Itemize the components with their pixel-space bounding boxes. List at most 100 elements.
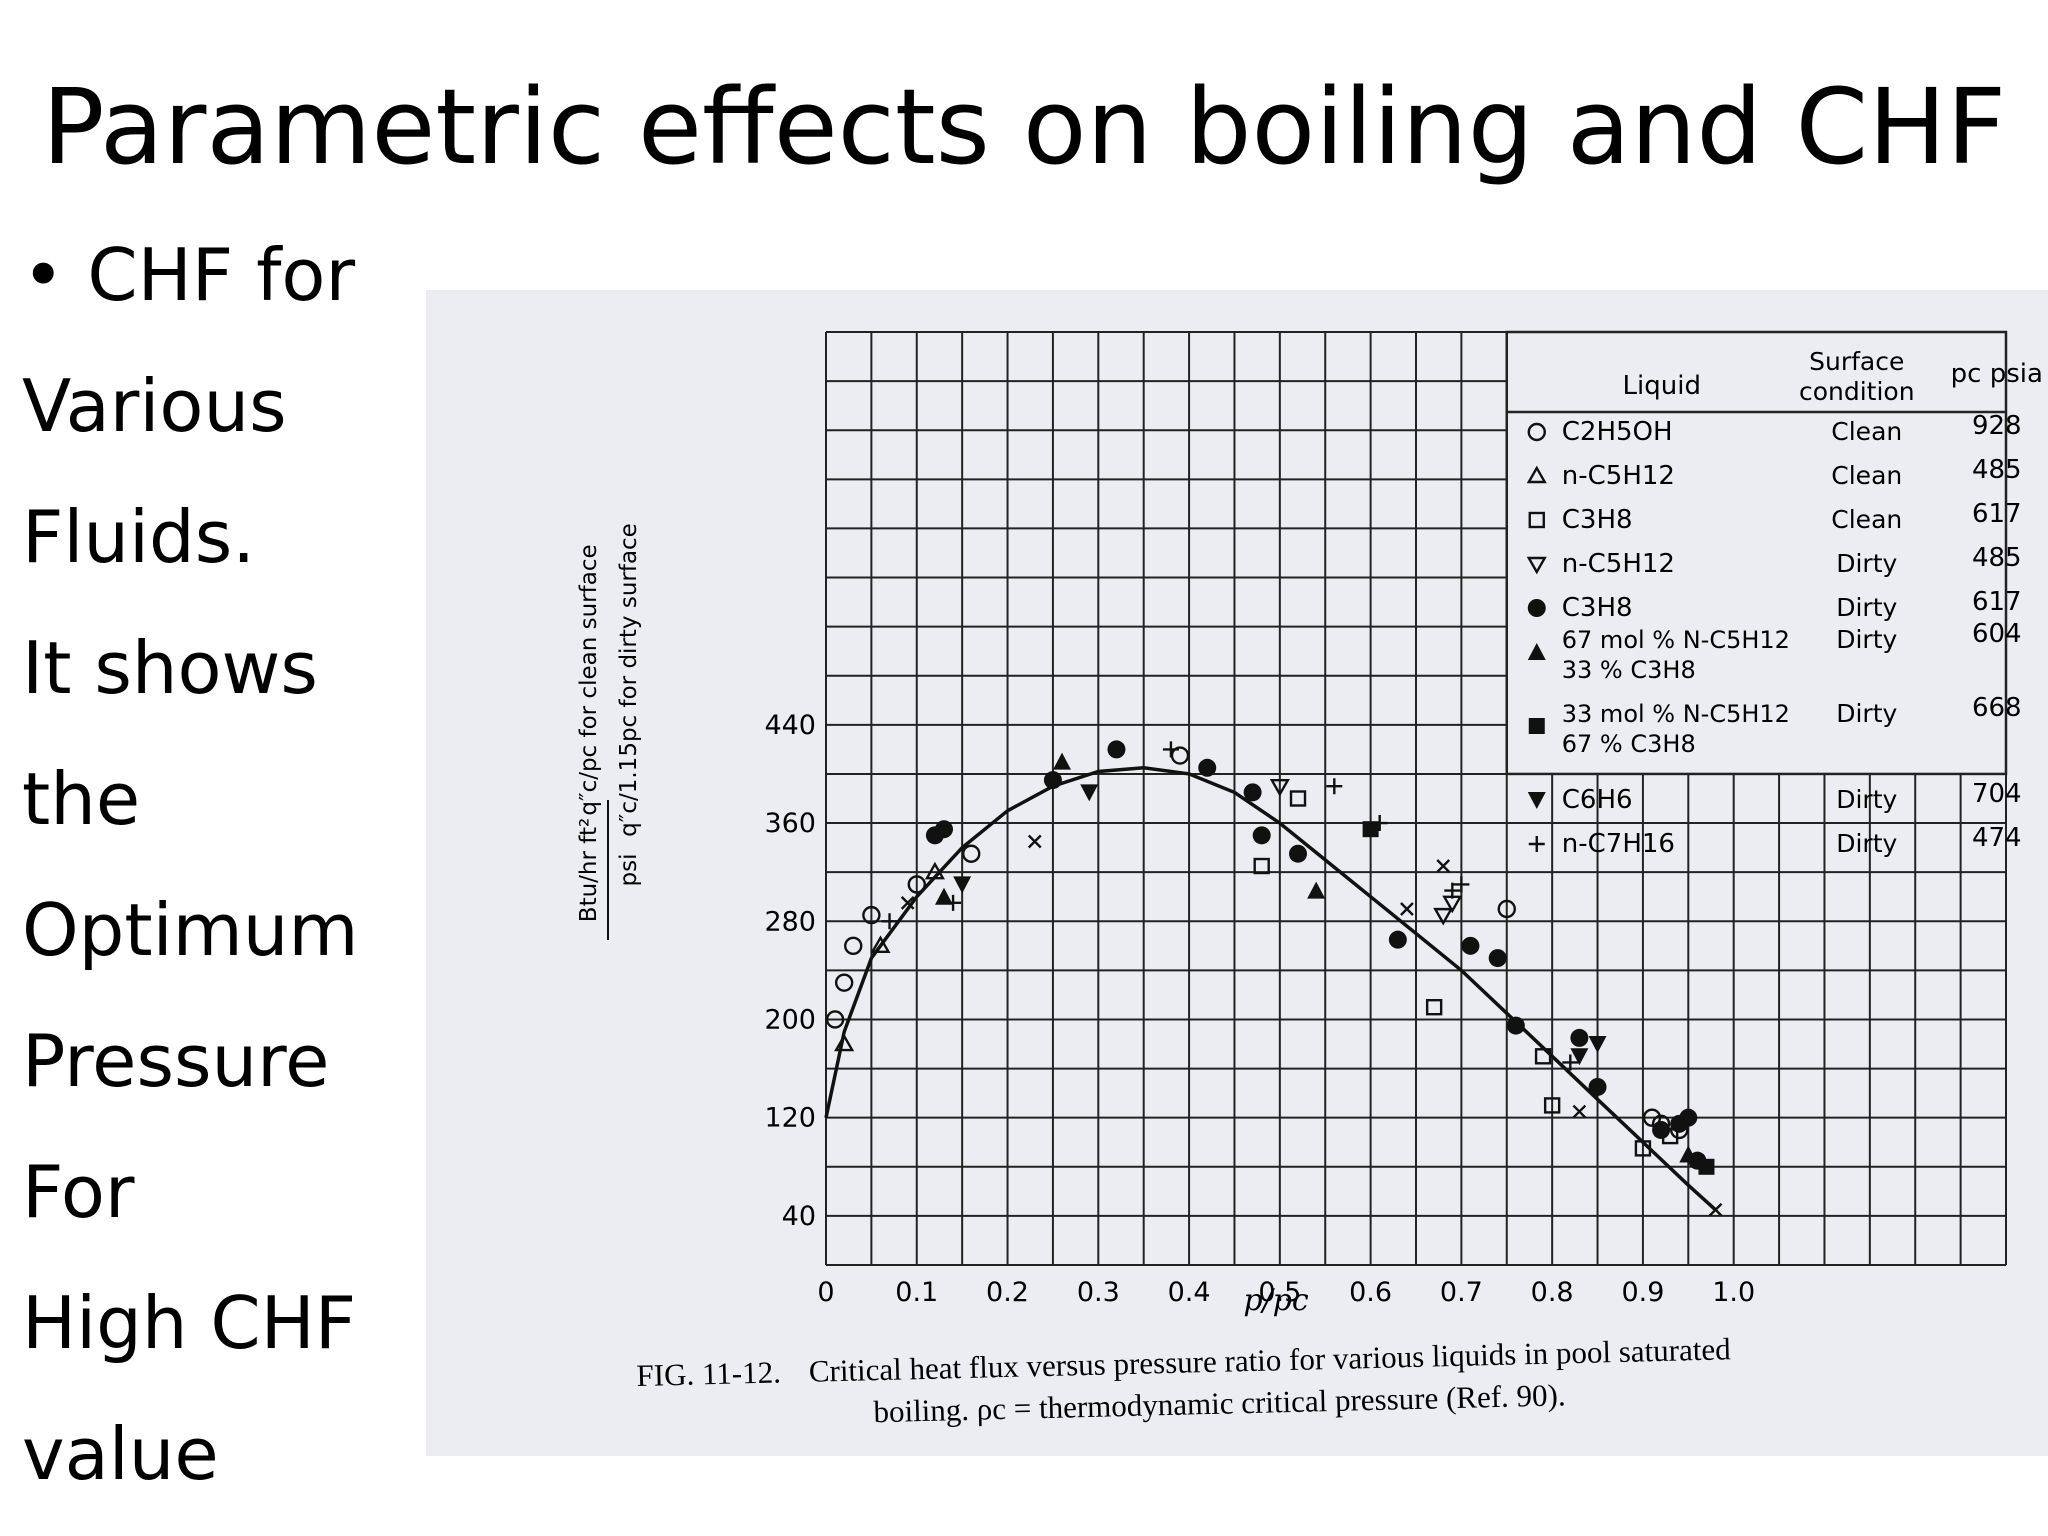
legend-liquid-name: n-C5H12 xyxy=(1562,549,1675,579)
y-axis-label-dirty: q″c/1.15pc for dirty surface xyxy=(616,523,642,837)
data-point xyxy=(844,936,863,956)
data-point xyxy=(1570,1048,1589,1066)
legend-liquid-name-2: 67 % C3H8 xyxy=(1562,730,1696,758)
data-point xyxy=(1708,1202,1723,1217)
y-tick-label: 440 xyxy=(764,710,816,741)
data-point xyxy=(1652,1120,1671,1139)
legend-pc-value: 928 xyxy=(1972,411,2022,441)
data-point xyxy=(834,1033,855,1052)
data-point xyxy=(935,820,953,839)
data-point xyxy=(1243,783,1262,802)
legend-marker xyxy=(1526,556,1547,575)
data-point xyxy=(935,887,953,905)
data-point xyxy=(1162,741,1179,758)
data-point xyxy=(825,1010,845,1029)
legend-marker xyxy=(1528,718,1545,734)
legend-liquid-name: n-C7H16 xyxy=(1562,829,1675,859)
data-point xyxy=(1080,784,1099,802)
x-tick-label: 0.2 xyxy=(986,1277,1029,1308)
data-point xyxy=(1698,1158,1715,1175)
legend-marker xyxy=(1527,643,1546,660)
x-tick-label: 0 xyxy=(817,1277,834,1308)
data-point xyxy=(1362,821,1379,838)
legend-surface-condition: Dirty xyxy=(1836,593,1897,622)
data-point xyxy=(1572,1104,1587,1119)
legend-marker xyxy=(1528,511,1545,529)
legend-liquid-name: C3H8 xyxy=(1562,593,1633,623)
y-tick-label: 40 xyxy=(782,1201,816,1232)
data-point xyxy=(1506,1016,1525,1035)
legend-background xyxy=(1505,330,2008,776)
legend-liquid-name: n-C5H12 xyxy=(1562,461,1675,491)
bullet-line: Various xyxy=(22,364,287,448)
axes: 0 0.1 0.2 0.3 0.4 0.5 0.6 0.7 0.8 0.9 1.0 40 120 200 2… xyxy=(764,710,1755,1308)
data-point xyxy=(1269,779,1290,797)
bullet-line: Optimum xyxy=(22,888,359,972)
legend-liquid-name: C3H8 xyxy=(1562,505,1633,535)
figure-label: FIG. 11-12. xyxy=(636,1354,782,1393)
data-point xyxy=(1027,834,1042,849)
legend-surface-condition: Clean xyxy=(1831,417,1902,446)
data-point xyxy=(1543,1097,1561,1114)
bullet-line: Pressure xyxy=(22,1019,330,1103)
legend-pc-value: 617 xyxy=(1972,587,2022,617)
legend-surface-condition: Clean xyxy=(1831,461,1902,490)
legend-liquid-name: 33 mol % N-C5H12 xyxy=(1562,700,1790,728)
data-point xyxy=(1388,930,1407,949)
bullet-line: High CHF xyxy=(22,1281,357,1365)
data-point xyxy=(1198,758,1217,777)
bullet-list: • CHF for Various Fluids. It shows the O… xyxy=(22,210,422,1520)
data-point xyxy=(1488,949,1507,968)
data-point xyxy=(900,896,915,910)
bullet-line: • CHF for xyxy=(22,233,356,317)
data-point xyxy=(870,935,891,954)
y-tick-label: 280 xyxy=(764,906,816,937)
data-point xyxy=(1453,876,1470,893)
legend-header-liquid: Liquid xyxy=(1623,371,1701,401)
data-point xyxy=(1252,826,1271,845)
data-point xyxy=(1461,936,1480,955)
data-point xyxy=(907,875,926,894)
legend-liquid-name: C6H6 xyxy=(1562,785,1633,815)
data-point xyxy=(1053,752,1071,770)
x-tick-label: 0.3 xyxy=(1077,1277,1120,1308)
legend-pc-value: 617 xyxy=(1972,499,2022,529)
y-tick-label: 360 xyxy=(764,808,816,839)
legend-surface-condition: Clean xyxy=(1831,505,1902,534)
data-point xyxy=(962,844,981,863)
data-point xyxy=(1642,1108,1662,1127)
data-point xyxy=(1289,844,1307,863)
slide-title: Parametric effects on boiling and CHF xyxy=(41,66,2007,188)
y-axis-units-bottom: psi xyxy=(616,854,642,887)
x-tick-label: 0.6 xyxy=(1349,1277,1392,1308)
data-point xyxy=(881,913,898,930)
x-tick-label: 0.8 xyxy=(1531,1277,1574,1308)
data-point xyxy=(1326,778,1343,795)
legend-pc-value: 485 xyxy=(1972,543,2022,573)
legend-header-surface: Surface xyxy=(1809,347,1904,376)
data-point xyxy=(1043,771,1062,790)
legend-marker xyxy=(1528,836,1545,852)
data-point xyxy=(1562,1054,1579,1071)
data-point xyxy=(1534,1048,1552,1065)
y-axis-label: Btu/hr ft² psi q″c/pc for clean surface … xyxy=(576,523,642,940)
data-point xyxy=(1588,1036,1607,1054)
legend-pc-value: 474 xyxy=(1972,823,2022,853)
legend-surface-condition: Dirty xyxy=(1836,699,1897,728)
data-point xyxy=(924,861,945,880)
bullet-line: the xyxy=(22,757,141,841)
data-point xyxy=(1400,902,1414,916)
x-axis-label: p/pc xyxy=(1243,1283,1309,1318)
x-tick-label: 0.7 xyxy=(1440,1277,1483,1308)
legend-pc-value: 668 xyxy=(1972,693,2022,723)
bullet-line: For xyxy=(22,1150,135,1234)
legend-pc-value: 604 xyxy=(1972,619,2022,649)
data-point xyxy=(1307,881,1326,899)
legend-pc-value: 704 xyxy=(1972,779,2022,809)
chf-figure: Liquid Surface condition pc psia C2H5OH Clean… xyxy=(426,290,2048,1456)
legend-liquid-name: C2H5OH xyxy=(1562,417,1673,447)
data-point xyxy=(1497,899,1516,919)
bullet-line: value xyxy=(22,1412,219,1496)
